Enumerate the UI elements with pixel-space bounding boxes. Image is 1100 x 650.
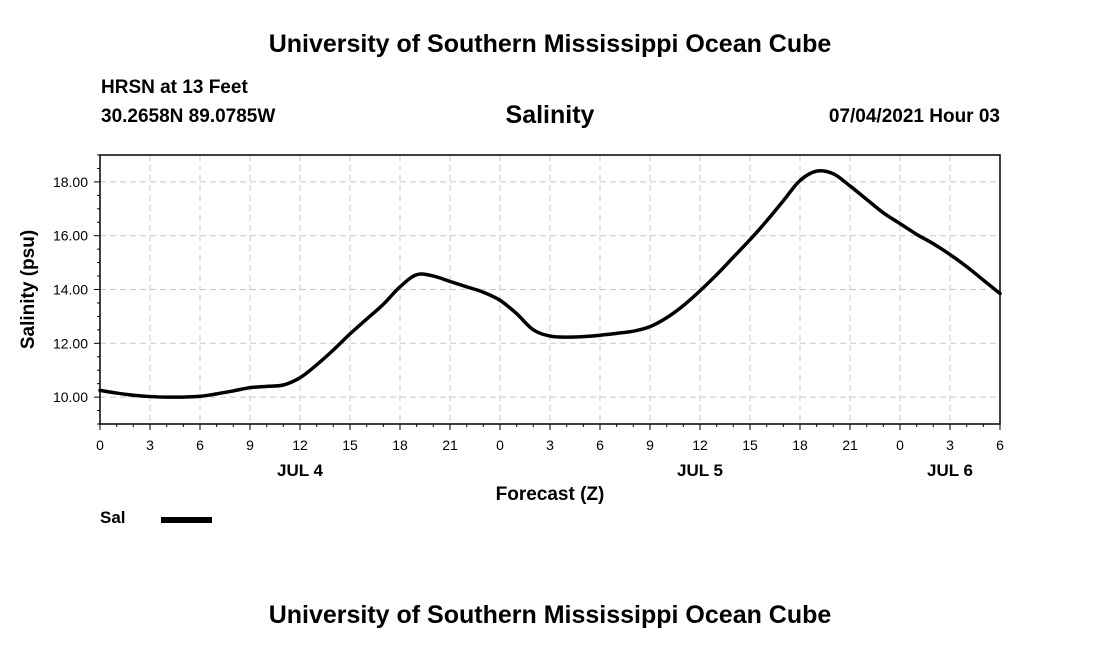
x-tick-label: 0 [896, 437, 904, 453]
chart-title: Salinity [505, 101, 595, 129]
y-tick-label: 18.00 [53, 174, 88, 190]
x-tick-label: 12 [692, 437, 708, 453]
y-tick-label: 10.00 [53, 389, 88, 405]
legend: Sal [100, 508, 126, 528]
series-layer [98, 168, 1002, 399]
x-tick-label: 3 [146, 437, 154, 453]
y-tick-label: 12.00 [53, 335, 88, 351]
x-tick-label: 6 [996, 437, 1004, 453]
legend-swatch [161, 517, 212, 523]
x-tick-label: 21 [442, 437, 458, 453]
y-tick-label: 14.00 [53, 282, 88, 298]
x-tick-label: 18 [392, 437, 408, 453]
x-tick-label: 9 [646, 437, 654, 453]
x-tick-label: 15 [742, 437, 758, 453]
y-tick-label: 16.00 [53, 228, 88, 244]
x-tick-label: 0 [496, 437, 504, 453]
datetime-label: 07/04/2021 Hour 03 [828, 106, 1000, 127]
x-tick-label: 9 [246, 437, 254, 453]
y-axis-title: Salinity (psu) [18, 230, 39, 349]
top-title: University of Southern Mississippi Ocean… [268, 30, 832, 58]
date-label: JUL 5 [677, 461, 723, 480]
x-tick-label: 3 [546, 437, 554, 453]
x-tick-label: 18 [792, 437, 808, 453]
bottom-title: University of Southern Mississippi Ocean… [268, 601, 832, 629]
series-line-sal [98, 168, 1002, 399]
x-axis-title: Forecast (Z) [496, 484, 605, 505]
axes [94, 154, 1001, 430]
date-label: JUL 6 [927, 461, 973, 480]
x-tick-label: 21 [842, 437, 858, 453]
grid-lines [100, 155, 1000, 424]
x-tick-label: 15 [342, 437, 358, 453]
x-tick-label: 6 [196, 437, 204, 453]
axis-labels: 10.00 12.00 14.00 16.00 18.00 0 3 6 9 12 15 18 21 0 3 6… [18, 174, 1004, 505]
x-tick-label: 12 [292, 437, 308, 453]
date-label: JUL 4 [277, 461, 324, 480]
x-tick-label: 3 [946, 437, 954, 453]
x-tick-label: 0 [96, 437, 104, 453]
legend-label: Sal [100, 508, 126, 527]
station-label: HRSN at 13 Feet [101, 77, 248, 98]
x-tick-label: 6 [596, 437, 604, 453]
coordinates-label: 30.2658N 89.0785W [101, 106, 276, 127]
